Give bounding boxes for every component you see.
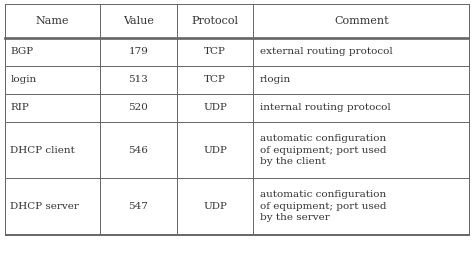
Text: UDP: UDP bbox=[203, 202, 227, 211]
Text: login: login bbox=[10, 75, 36, 84]
Text: BGP: BGP bbox=[10, 47, 34, 56]
Text: Protocol: Protocol bbox=[191, 16, 238, 26]
Text: DHCP server: DHCP server bbox=[10, 202, 79, 211]
Text: 546: 546 bbox=[128, 146, 148, 155]
Text: 547: 547 bbox=[128, 202, 148, 211]
Text: 179: 179 bbox=[128, 47, 148, 56]
Text: internal routing protocol: internal routing protocol bbox=[260, 103, 391, 112]
Text: UDP: UDP bbox=[203, 146, 227, 155]
Text: automatic configuration
of equipment; port used
by the server: automatic configuration of equipment; po… bbox=[260, 190, 386, 222]
Text: Comment: Comment bbox=[334, 16, 389, 26]
Text: 520: 520 bbox=[128, 103, 148, 112]
Text: rlogin: rlogin bbox=[260, 75, 291, 84]
Text: TCP: TCP bbox=[204, 75, 226, 84]
Text: Value: Value bbox=[123, 16, 154, 26]
Text: automatic configuration
of equipment; port used
by the client: automatic configuration of equipment; po… bbox=[260, 134, 386, 166]
Text: Name: Name bbox=[36, 16, 69, 26]
Text: TCP: TCP bbox=[204, 47, 226, 56]
Text: RIP: RIP bbox=[10, 103, 29, 112]
Text: 513: 513 bbox=[128, 75, 148, 84]
Text: DHCP client: DHCP client bbox=[10, 146, 75, 155]
Text: UDP: UDP bbox=[203, 103, 227, 112]
Text: external routing protocol: external routing protocol bbox=[260, 47, 392, 56]
